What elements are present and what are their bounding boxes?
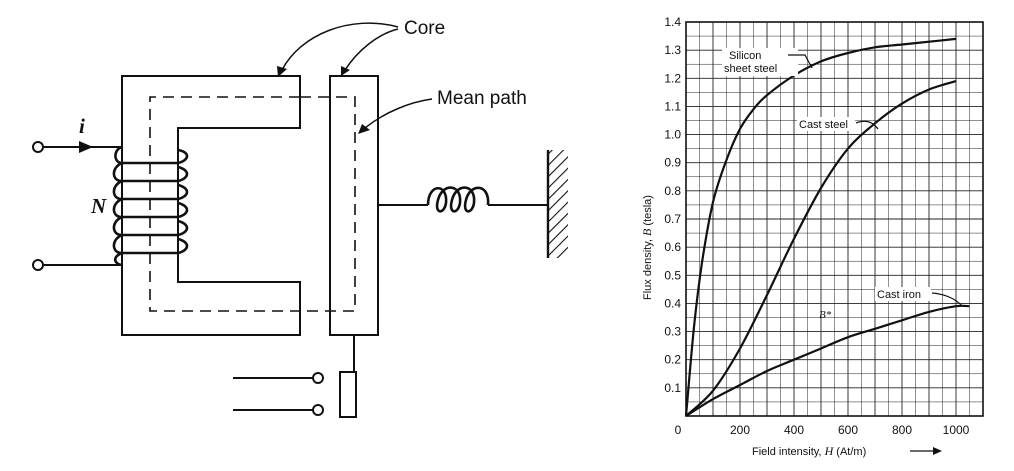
cast-iron-label-bg	[875, 287, 931, 301]
curve-cast-steel	[685, 80, 957, 417]
y-tick-label: 0.9	[664, 156, 681, 170]
y-tick-label: 0.4	[664, 296, 681, 310]
mean-path-arrowhead	[358, 124, 370, 134]
spring	[426, 186, 490, 213]
curve-cast-iron	[685, 304, 970, 417]
curve-silicon-sheet-steel	[684, 37, 957, 417]
turns-label: N	[90, 194, 107, 218]
y-axis-title: Flux density, B (tesla)	[640, 195, 654, 300]
chart-grid	[686, 22, 983, 416]
y-tick-label: 0.8	[664, 184, 681, 198]
silicon-label-line2: sheet steel	[724, 63, 777, 75]
mean-path	[149, 96, 356, 312]
x-tick-label: 800	[892, 423, 912, 437]
y-tick-label: 1.0	[664, 128, 681, 142]
x-tick-label: 200	[730, 423, 750, 437]
terminal-bottom	[32, 259, 44, 271]
y-tick-labels: 0.1 0.2 0.3 0.4 0.5 0.6 0.7 0.8 0.9 1.0 1.1 1.2 1.3 1…	[664, 15, 681, 395]
y-tick-label: 0.5	[664, 268, 681, 282]
y-tick-label: 1.4	[664, 15, 681, 29]
terminal-top	[32, 141, 44, 153]
x-axis-arrowhead	[933, 447, 942, 455]
core-leaders	[281, 22, 399, 71]
x-tick-label: 0	[675, 423, 682, 437]
cast-steel-leader	[855, 120, 879, 130]
silicon-label-bg	[722, 48, 798, 76]
core-arrowhead-2	[341, 66, 350, 76]
coil	[112, 145, 189, 267]
b-star-label: B*	[819, 309, 832, 321]
mean-path-leader	[364, 98, 433, 129]
silicon-leader	[788, 54, 813, 69]
x-tick-label: 600	[838, 423, 858, 437]
x-tick-labels: 0 200 400 600 800 1000	[675, 423, 970, 437]
cast-steel-label-bg	[797, 117, 855, 131]
y-tick-label: 1.1	[664, 99, 681, 113]
cast-iron-label: Cast iron	[877, 289, 921, 301]
cast-steel-label: Cast steel	[799, 119, 848, 131]
x-tick-label: 1000	[943, 423, 970, 437]
contact-terminal-2	[312, 404, 324, 416]
c-core	[121, 75, 301, 336]
plot-frame	[685, 21, 984, 417]
core-arrowhead-1	[277, 66, 287, 77]
curves	[684, 37, 970, 417]
x-axis-title: Field intensity, H (At/m)	[752, 444, 866, 458]
current-label: i	[79, 114, 85, 138]
wall	[548, 150, 568, 258]
y-tick-label: 0.6	[664, 240, 681, 254]
contact-block	[339, 371, 357, 418]
current-arrow	[79, 141, 93, 153]
y-tick-label: 0.2	[664, 353, 681, 367]
core-label: Core	[404, 18, 445, 39]
contact-terminal-1	[312, 372, 324, 384]
x-tick-label: 400	[784, 423, 804, 437]
y-tick-label: 0.3	[664, 325, 681, 339]
mean-path-label: Mean path	[437, 88, 527, 109]
cast-iron-leader	[931, 292, 963, 307]
y-tick-label: 0.1	[664, 381, 681, 395]
y-tick-label: 1.2	[664, 71, 681, 85]
silicon-label-line1: Silicon	[729, 50, 761, 62]
bh-chart: 0.1 0.2 0.3 0.4 0.5 0.6 0.7 0.8 0.9 1.0 1.1 1.2 1.3 1…	[640, 15, 984, 458]
relay-diagram	[32, 22, 568, 418]
y-tick-label: 0.7	[664, 212, 681, 226]
armature	[329, 75, 379, 336]
y-tick-label: 1.3	[664, 43, 681, 57]
